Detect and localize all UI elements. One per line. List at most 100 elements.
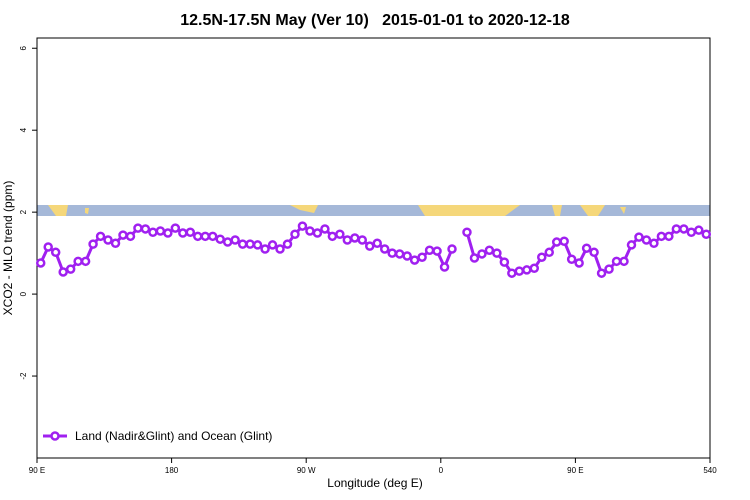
data-point [447,244,457,254]
data-point [267,240,278,250]
x-tick-label: 90 E [567,466,583,475]
data-point [140,224,151,234]
data-point [125,231,136,242]
data-point [320,224,330,234]
y-axis-label: XCO2 - MLO trend (ppm) [1,181,15,316]
data-point [694,225,704,235]
data-point [207,231,218,242]
data-point [432,246,442,256]
data-point [656,231,667,242]
data-point [200,231,210,242]
data-point [514,266,525,276]
data-point [118,230,128,240]
data-point [484,245,495,256]
data-point [58,267,68,277]
data-point [245,239,255,249]
data-point [581,243,592,253]
chart-title: 12.5N-17.5N May (Ver 10) 2015-01-01 to 2… [180,12,570,29]
y-tick-label: 2 [19,209,28,214]
data-point [252,240,263,250]
data-point [163,228,173,238]
data-point [372,238,382,249]
data-point [544,247,554,258]
data-point [619,256,629,267]
data-point [148,227,158,237]
data-point [185,227,196,237]
data-point [634,232,644,242]
data-point [305,226,315,236]
y-tick-label: 4 [19,127,28,132]
data-point [275,244,285,254]
data-point [350,233,360,243]
data-point [394,249,405,259]
data-point [686,227,697,237]
data-point [297,221,308,231]
data-point [88,239,98,249]
data-point [499,257,510,267]
data-point [424,245,435,256]
data-point [215,234,225,244]
data-point [409,255,420,265]
data-point [649,238,659,249]
data-point [365,241,375,251]
data-point [402,251,412,261]
data-point [357,235,368,245]
data-point [327,231,338,242]
data-point [110,238,121,249]
data-point [551,237,562,247]
data-point [574,258,584,268]
data-point [589,247,599,258]
data-point [611,256,622,267]
x-tick-label: 540 [703,466,717,475]
data-point [237,239,248,249]
data-point [312,228,323,238]
y-tick-label: 6 [19,45,28,50]
y-tick-label: -2 [19,372,28,380]
data-point [439,262,450,272]
x-tick-label: 90 W [297,466,316,475]
data-point [679,224,689,234]
data-point [417,252,427,262]
data-point [133,223,143,233]
data-point [604,264,614,274]
data-point [559,236,569,246]
data-point [35,258,46,268]
y-tick-label: 0 [19,291,28,296]
data-point [522,265,532,275]
map-strip [37,205,710,216]
data-point [664,231,674,242]
data-point [155,226,166,236]
data-point [596,268,607,278]
data-point [178,228,188,238]
data-point [342,235,353,245]
data-point [477,249,487,259]
data-point [95,231,106,242]
data-point [537,252,547,262]
data-point [103,235,113,245]
data-point [80,256,91,267]
data-point [170,223,181,233]
data-point [387,248,397,258]
data-point [462,227,472,237]
data-point [43,242,53,252]
plot-frame [36,37,711,459]
x-axis-label: Longitude (deg E) [327,476,422,490]
data-point [469,253,480,263]
data-point [260,244,270,254]
x-tick-label: 0 [439,466,444,475]
data-point [566,254,577,265]
data-point [379,244,390,254]
data-point [701,229,712,240]
data-point [193,231,203,242]
data-point [626,240,637,250]
data-point [529,263,540,274]
data-point [671,224,682,234]
data-point [507,268,517,278]
data-point [641,235,652,245]
data-point [290,229,300,240]
x-tick-label: 90 E [29,466,45,475]
data-point [492,248,502,258]
data-point [73,256,83,267]
data-point [50,247,61,258]
